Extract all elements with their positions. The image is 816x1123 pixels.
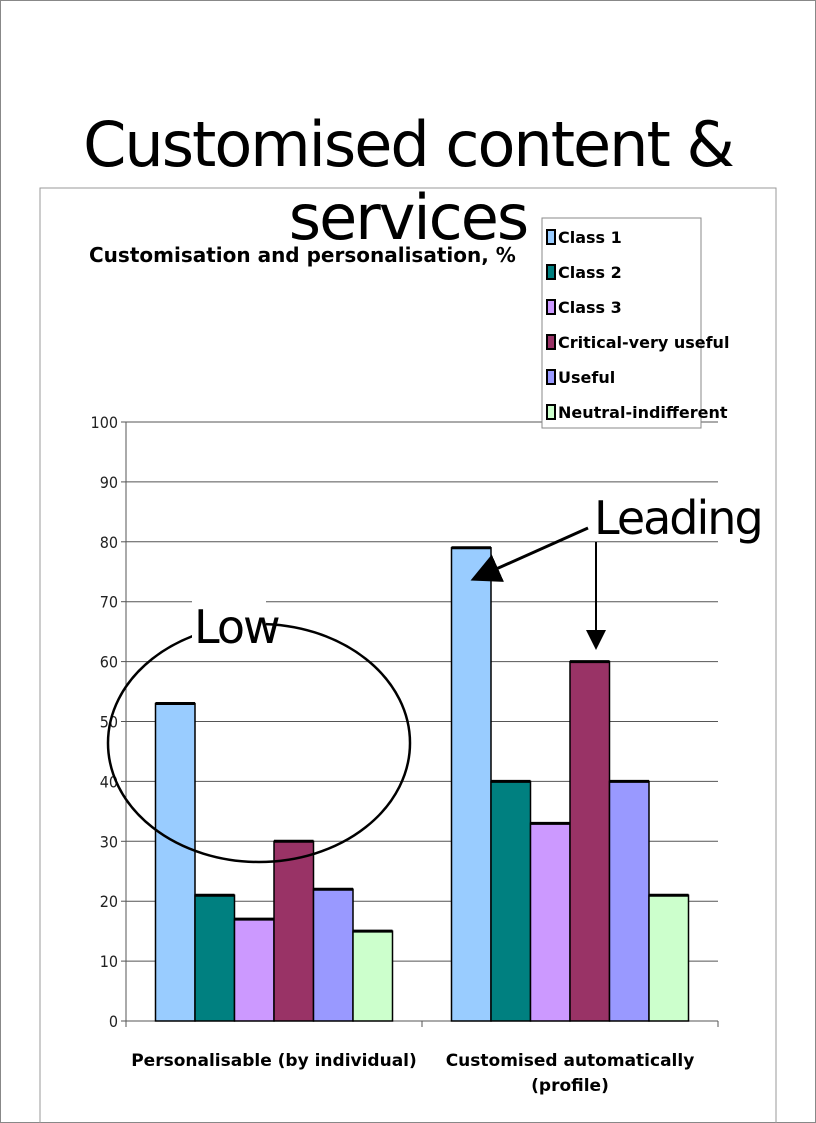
low-label: Low	[194, 600, 279, 654]
y-tick-label: 70	[100, 593, 118, 612]
bar-class-1	[154, 702, 196, 1022]
chart-frame	[39, 187, 777, 1123]
low-ellipse	[106, 622, 412, 864]
legend-label: Neutral-indifferent	[558, 403, 728, 422]
legend-swatch	[546, 404, 556, 420]
bar-critical-very-useful	[569, 660, 611, 1022]
y-tick-label: 90	[100, 473, 118, 492]
bar-critical-very-useful	[273, 840, 315, 1022]
y-tick-label: 20	[100, 892, 118, 911]
legend-label: Class 1	[558, 228, 622, 247]
y-tick-label: 30	[100, 832, 118, 851]
legend-label: Critical-very useful	[558, 333, 729, 352]
legend-swatch	[546, 264, 556, 280]
x-category-label: (profile)	[531, 1076, 609, 1096]
y-tick-label: 60	[100, 653, 118, 672]
y-tick-label: 80	[100, 533, 118, 552]
bar-neutral-indifferent	[648, 894, 690, 1022]
legend-swatch	[546, 334, 556, 350]
bar-class-3	[529, 822, 571, 1022]
bar-useful	[312, 888, 354, 1022]
slide-title: Customised content & services	[83, 108, 735, 254]
chart-title: Customisation and personalisation, %	[89, 243, 516, 267]
y-tick-label: 0	[109, 1012, 118, 1031]
legend-label: Useful	[558, 368, 615, 387]
y-tick-label: 50	[100, 713, 118, 732]
bar-class-3	[233, 918, 275, 1022]
bar-useful	[608, 780, 650, 1022]
y-tick-label: 100	[91, 413, 118, 432]
y-tick-label: 10	[100, 952, 118, 971]
legend-swatch	[546, 299, 556, 315]
legend-box	[541, 217, 702, 429]
bar-neutral-indifferent	[352, 930, 394, 1022]
legend-swatch	[546, 229, 556, 245]
leading-arrow-class1	[470, 526, 589, 582]
bar-class-2	[194, 894, 236, 1022]
low-label-bg	[192, 596, 266, 644]
legend-label: Class 2	[558, 263, 622, 282]
bar-class-2	[490, 780, 532, 1022]
legend-swatch	[546, 369, 556, 385]
bar-class-1	[450, 547, 492, 1022]
leading-label: Leading	[594, 491, 762, 545]
legend-label: Class 3	[558, 298, 622, 317]
x-category-label: Customised automatically	[446, 1051, 695, 1071]
x-category-label: Personalisable (by individual)	[131, 1051, 417, 1071]
